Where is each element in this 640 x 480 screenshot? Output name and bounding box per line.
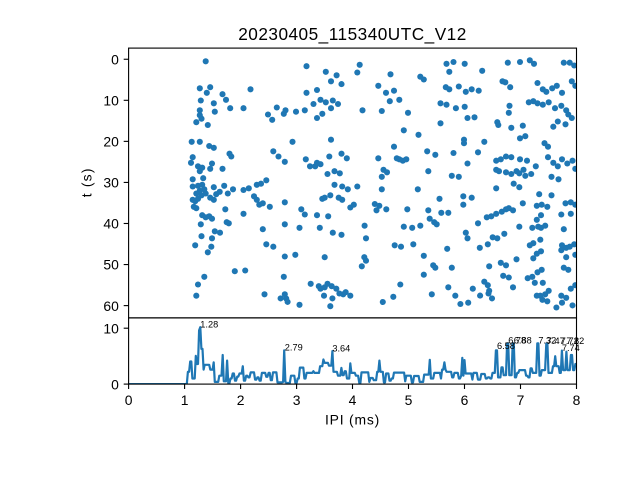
svg-text:0: 0: [125, 392, 133, 408]
svg-text:50: 50: [103, 257, 119, 273]
svg-text:7.32: 7.32: [538, 336, 556, 346]
svg-text:20: 20: [103, 134, 119, 150]
svg-text:10: 10: [103, 320, 119, 336]
svg-text:2.79: 2.79: [285, 343, 303, 353]
svg-text:7: 7: [517, 392, 525, 408]
svg-text:0: 0: [111, 52, 119, 68]
svg-text:0: 0: [111, 376, 119, 392]
svg-text:6.78: 6.78: [508, 336, 526, 346]
svg-text:4: 4: [349, 392, 357, 408]
svg-text:7.47: 7.47: [547, 336, 565, 346]
svg-text:60: 60: [103, 298, 119, 314]
svg-text:IPI (ms): IPI (ms): [325, 411, 380, 427]
svg-text:6: 6: [461, 392, 469, 408]
svg-text:7.72: 7.72: [561, 336, 579, 346]
svg-text:1.28: 1.28: [200, 319, 218, 329]
svg-text:1: 1: [181, 392, 189, 408]
svg-text:7.82: 7.82: [566, 336, 584, 346]
svg-text:30: 30: [103, 175, 119, 191]
svg-text:8: 8: [573, 392, 581, 408]
svg-text:40: 40: [103, 216, 119, 232]
svg-text:7.74: 7.74: [562, 343, 580, 353]
svg-text:3: 3: [293, 392, 301, 408]
svg-text:20230405_115340UTC_V12: 20230405_115340UTC_V12: [238, 24, 467, 44]
svg-text:10: 10: [103, 93, 119, 109]
svg-text:5: 5: [405, 392, 413, 408]
svg-text:2: 2: [237, 392, 245, 408]
svg-text:3.64: 3.64: [332, 343, 350, 353]
svg-text:6.58: 6.58: [497, 341, 515, 351]
svg-text:6.88: 6.88: [514, 336, 532, 346]
svg-text:t (s): t (s): [78, 167, 94, 197]
